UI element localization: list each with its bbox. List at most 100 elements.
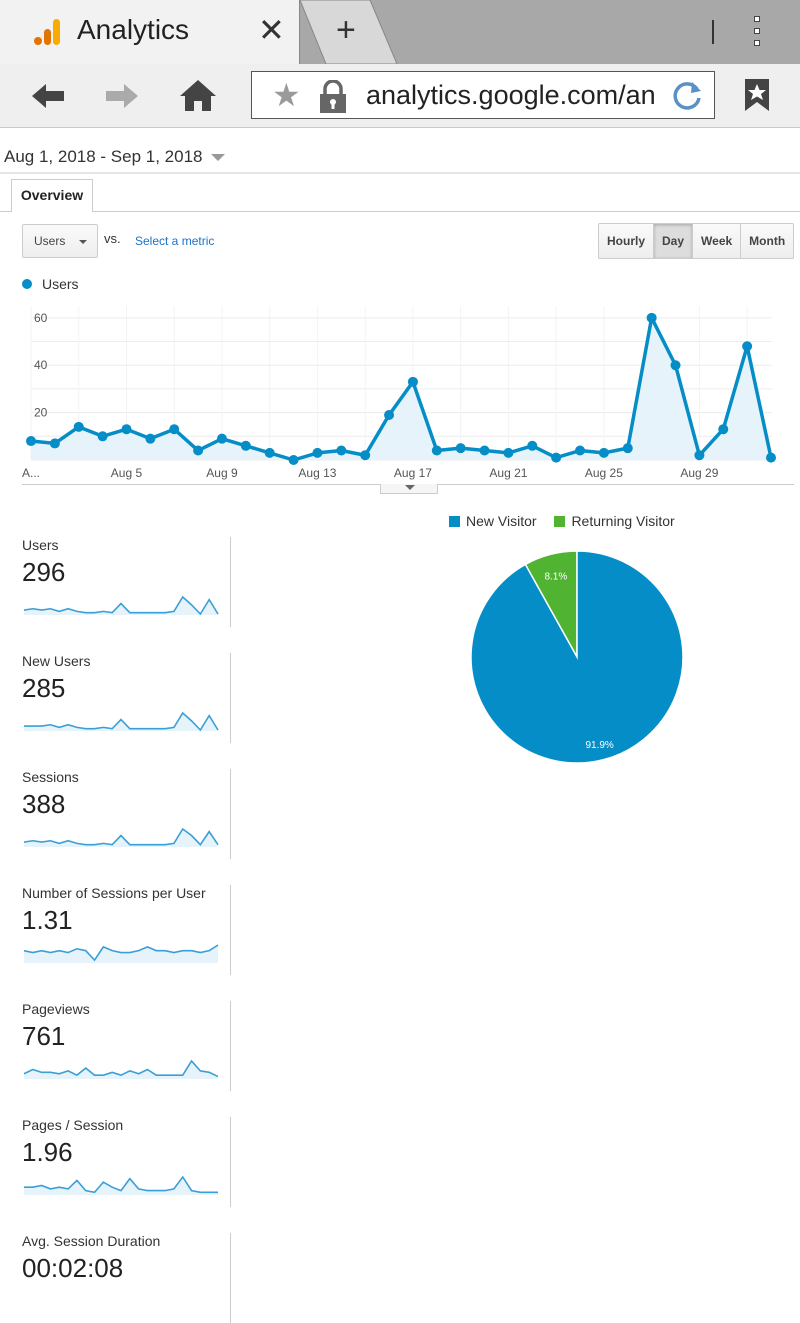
x-tick-label: Aug 13 xyxy=(298,466,336,480)
date-range-text: Aug 1, 2018 - Sep 1, 2018 xyxy=(4,147,203,166)
series-area xyxy=(31,317,771,460)
data-point xyxy=(718,424,729,435)
data-point xyxy=(26,436,36,447)
sparkline xyxy=(23,827,219,847)
new-tab-shape xyxy=(300,0,398,64)
sparkline-line xyxy=(24,1175,218,1194)
data-point xyxy=(407,376,418,387)
data-point xyxy=(121,424,132,435)
new-tab-button[interactable]: + xyxy=(300,0,400,64)
granularity-month-button[interactable]: Month xyxy=(749,234,786,248)
data-point xyxy=(503,447,514,458)
scorecard[interactable]: New Users 285 xyxy=(22,653,231,743)
scorecard-value: 388 xyxy=(22,789,66,819)
data-point xyxy=(766,452,776,463)
granularity-week-button[interactable]: Week xyxy=(693,224,742,258)
browser-toolbar: ★ analytics.google.com/an xyxy=(0,64,800,128)
metric-dropdown[interactable]: Users xyxy=(22,224,98,258)
x-tick-label: Aug 17 xyxy=(394,466,432,480)
y-tick-label: 60 xyxy=(34,311,48,325)
x-tick-label: Aug 5 xyxy=(111,466,143,480)
scorecard-label: Users xyxy=(22,537,59,553)
date-range-picker[interactable]: Aug 1, 2018 - Sep 1, 2018 xyxy=(4,147,225,167)
scorecard-label: Avg. Session Duration xyxy=(22,1233,161,1249)
browser-tab-strip: Analytics ✕ + xyxy=(0,0,800,64)
slice-value-label: 8.1% xyxy=(544,572,567,583)
data-point xyxy=(527,440,538,451)
sparkline-area xyxy=(24,713,218,731)
address-bar[interactable]: ★ analytics.google.com/an xyxy=(251,71,715,119)
chart-legend: Users xyxy=(22,276,79,292)
sparkline-area xyxy=(24,945,218,963)
data-point xyxy=(288,455,299,465)
data-point xyxy=(670,360,681,371)
bookmark-star-icon[interactable]: ★ xyxy=(272,77,301,113)
sparkline-line xyxy=(23,944,219,962)
scorecard-label: Sessions xyxy=(22,769,79,785)
x-tick-label: A... xyxy=(22,466,40,480)
data-point xyxy=(169,424,180,435)
data-point xyxy=(694,450,705,461)
data-point xyxy=(455,443,466,454)
chart-expand-handle[interactable] xyxy=(380,484,438,494)
sparkline xyxy=(23,944,219,963)
sparkline xyxy=(24,711,219,732)
back-arrow-icon[interactable] xyxy=(28,78,68,114)
data-point xyxy=(622,443,633,454)
tab-overview[interactable]: Overview xyxy=(11,179,93,212)
scorecard-label: Pageviews xyxy=(22,1001,90,1017)
granularity-hourly-button[interactable]: Hourly xyxy=(599,224,655,258)
x-tick-label: Aug 25 xyxy=(585,466,623,480)
url-text: analytics.google.com/an xyxy=(366,80,656,110)
close-tab-icon[interactable]: ✕ xyxy=(258,12,285,48)
scorecard[interactable]: Avg. Session Duration 00:02:08 xyxy=(22,1233,231,1323)
lock-icon xyxy=(320,80,346,113)
scorecard-value: 00:02:08 xyxy=(22,1253,124,1283)
scorecard[interactable]: Pageviews 761 xyxy=(22,1001,231,1091)
sparkline xyxy=(23,595,219,616)
home-icon[interactable] xyxy=(178,78,218,114)
data-point xyxy=(73,421,84,432)
browser-tab-analytics[interactable]: Analytics ✕ xyxy=(0,0,300,64)
overflow-menu-icon[interactable] xyxy=(752,16,762,50)
data-point xyxy=(145,433,156,444)
data-point xyxy=(431,445,442,456)
scorecard[interactable]: Number of Sessions per User 1.31 xyxy=(22,885,231,975)
x-tick-label: Aug 21 xyxy=(489,466,527,480)
reload-icon[interactable] xyxy=(670,79,704,113)
granularity-toggle: Hourly Day Week Month xyxy=(598,223,795,259)
scorecard[interactable]: Pages / Session 1.96 xyxy=(22,1117,231,1207)
select-metric-link[interactable]: Select a metric xyxy=(135,234,215,248)
users-line-chart: 20 40 60 A... Aug 5 Aug 9 Aug 13 Aug 17 Aug 21 Au… xyxy=(22,306,776,480)
slice-value-label: 91.9% xyxy=(585,740,613,751)
x-tick-label: Aug 9 xyxy=(206,466,238,480)
sparkline-area xyxy=(24,597,218,615)
data-point xyxy=(312,447,323,458)
legend-label: Users xyxy=(42,276,79,292)
legend-item-new-visitor: New Visitor xyxy=(449,513,537,529)
data-point xyxy=(193,445,204,456)
legend-swatch xyxy=(22,279,32,289)
sparkline-area xyxy=(24,829,218,847)
sparkline-area xyxy=(24,1061,218,1079)
data-point xyxy=(49,438,60,449)
bookmarks-icon[interactable] xyxy=(744,78,770,112)
data-point xyxy=(742,341,753,352)
data-point xyxy=(216,433,227,444)
scorecard[interactable]: Sessions 388 xyxy=(22,769,231,859)
data-point xyxy=(575,445,586,456)
legend-label: New Visitor xyxy=(466,513,537,529)
sparkline-line xyxy=(23,595,219,616)
granularity-day-button[interactable]: Day xyxy=(654,224,694,258)
slice-new-visitor xyxy=(470,550,684,764)
scorecard[interactable]: Users 296 xyxy=(22,537,231,627)
tab-row-divider xyxy=(0,211,800,212)
forward-arrow-icon[interactable] xyxy=(102,78,142,114)
analytics-logo-icon xyxy=(34,19,60,45)
data-point xyxy=(646,312,657,323)
legend-label: Returning Visitor xyxy=(571,513,675,529)
x-tick-label: Aug 29 xyxy=(680,466,718,480)
scorecard-value: 296 xyxy=(22,557,66,587)
sparkline-line xyxy=(24,711,219,732)
metric-dropdown-value: Users xyxy=(34,234,66,248)
